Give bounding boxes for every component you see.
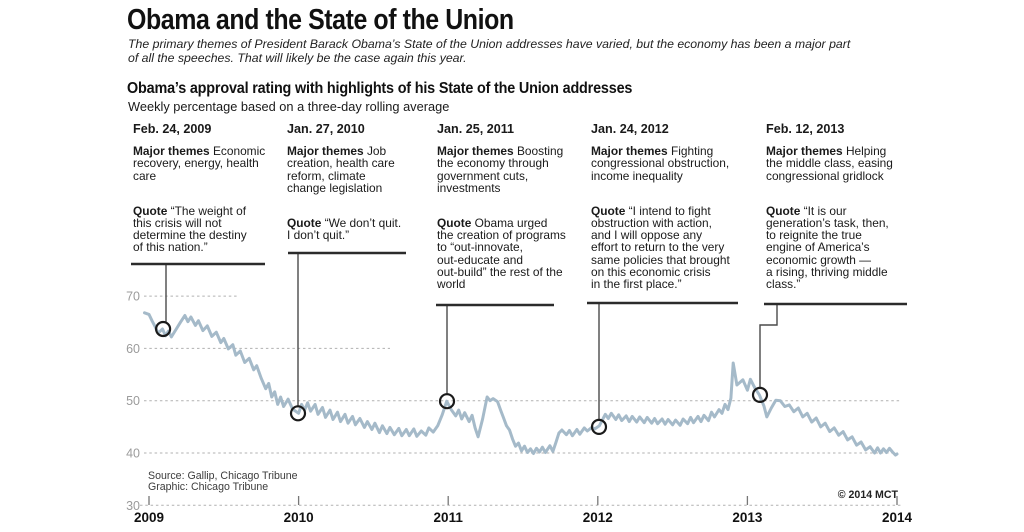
major-themes: Major themes Helping the middle class, e… (766, 145, 916, 182)
sotu-marker-circle (590, 418, 608, 435)
sotu-date: Feb. 24, 2009 (133, 122, 212, 136)
quote: Quote “I intend to fight obstruction wit… (591, 205, 751, 290)
chart-heading: Obama’s approval rating with highlights … (127, 80, 633, 97)
quote-text: “We don’t quit. I don’t quit.” (287, 216, 402, 243)
y-axis-label-50: 50 (126, 394, 140, 408)
y-axis-label-30: 30 (126, 499, 140, 513)
major-themes-label: Major themes (133, 144, 210, 159)
annotation-column-2011: Jan. 25, 2011 Major themes Boosting the … (437, 123, 582, 313)
quote: Quote Obama urged the creation of progra… (437, 217, 582, 290)
major-themes-text: Boosting the economy through government … (437, 144, 564, 195)
x-axis-label-2014: 2014 (882, 510, 913, 525)
mct-copyright: © 2014 MCT (837, 489, 898, 501)
leader-line-4 (759, 304, 778, 388)
major-themes-text: Job creation, health care reform, climat… (287, 144, 395, 195)
major-themes-label: Major themes (437, 144, 514, 159)
sotu-marker-circle (751, 386, 769, 403)
chart-subheading: Weekly percentage based on a three-day r… (128, 99, 450, 114)
source-credit: Source: Gallip, Chicago Tribune Graphic:… (148, 470, 298, 493)
y-axis-label-40: 40 (126, 447, 140, 461)
major-themes-text: Economic recovery, energy, health care (133, 144, 266, 183)
y-axis-label-70: 70 (126, 290, 140, 304)
sotu-date: Jan. 25, 2011 (437, 122, 515, 136)
intro-text: The primary themes of President Barack O… (128, 37, 851, 65)
major-themes-label: Major themes (591, 144, 668, 159)
sotu-date: Jan. 24, 2012 (591, 122, 669, 136)
quote-label: Quote (766, 203, 801, 218)
sotu-date: Jan. 27, 2010 (287, 122, 365, 136)
quote-text: Obama urged the creation of programs to … (437, 216, 566, 292)
quote: Quote “It is our generation’s task, then… (766, 205, 916, 290)
quote: Quote “The weight of this crisis will no… (133, 205, 271, 254)
x-axis-label-2011: 2011 (434, 510, 464, 525)
annotation-column-2010: Jan. 27, 2010 Major themes Job creation,… (287, 123, 417, 264)
quote: Quote “We don’t quit. I don’t quit.” (287, 217, 417, 241)
quote-text: “It is our generation’s task, then, to r… (766, 203, 889, 292)
annotation-column-2009: Feb. 24, 2009 Major themes Economic reco… (133, 123, 271, 277)
major-themes-label: Major themes (287, 144, 364, 159)
x-axis-label-2010: 2010 (284, 510, 314, 525)
quote-text: “The weight of this crisis will not dete… (133, 203, 247, 255)
quote-label: Quote (591, 203, 626, 218)
quote-text: “I intend to fight obstruction with acti… (591, 203, 730, 292)
quote-label: Quote (437, 216, 472, 231)
x-axis-label-2013: 2013 (732, 510, 763, 525)
sotu-marker-circle (438, 393, 456, 410)
major-themes: Major themes Fighting congressional obst… (591, 145, 751, 182)
major-themes: Major themes Boosting the economy throug… (437, 145, 582, 194)
page-title: Obama and the State of the Union (127, 4, 514, 36)
x-axis-label-2009: 2009 (134, 510, 164, 525)
major-themes: Major themes Economic recovery, energy, … (133, 145, 271, 182)
y-axis-label-60: 60 (126, 342, 140, 356)
x-axis-label-2012: 2012 (583, 510, 613, 525)
annotation-column-2013: Feb. 12, 2013 Major themes Helping the m… (766, 123, 916, 313)
annotation-column-2012: Jan. 24, 2012 Major themes Fighting cong… (591, 123, 751, 313)
major-themes-text: Fighting congressional obstruction, inco… (591, 144, 730, 183)
quote-label: Quote (133, 203, 168, 218)
approval-rating-line (143, 311, 899, 457)
sotu-marker-circle (289, 405, 307, 422)
major-themes: Major themes Job creation, health care r… (287, 145, 417, 194)
major-themes-label: Major themes (766, 144, 843, 159)
major-themes-text: Helping the middle class, easing congres… (766, 144, 893, 183)
sotu-date: Feb. 12, 2013 (766, 122, 845, 136)
sotu-marker-circle (155, 320, 172, 338)
quote-label: Quote (287, 216, 322, 231)
